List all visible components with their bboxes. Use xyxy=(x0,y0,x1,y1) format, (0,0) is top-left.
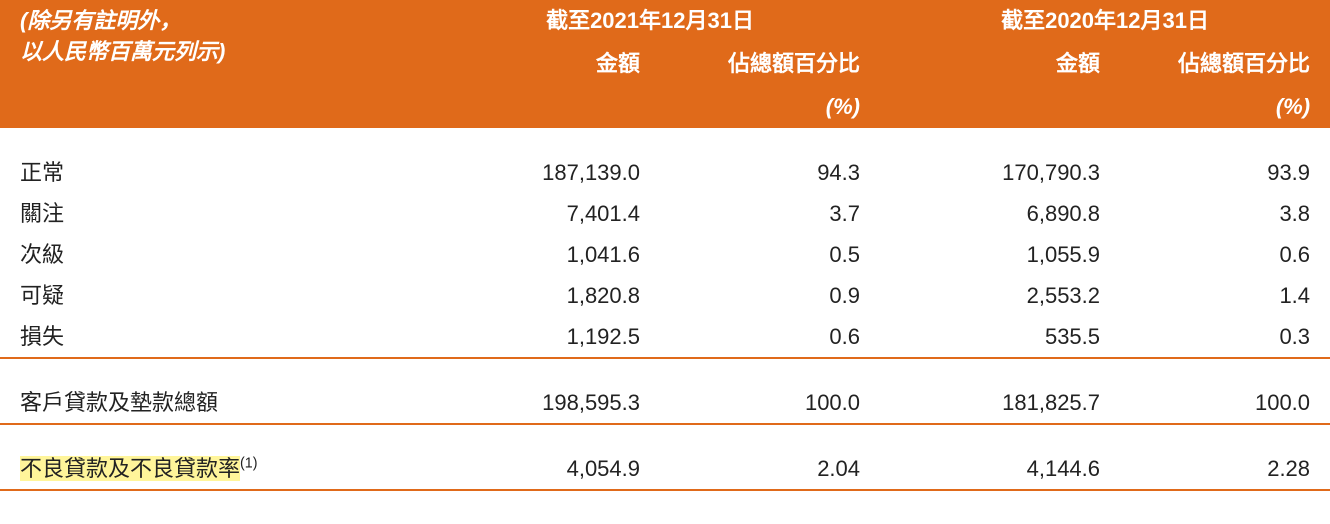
header-desc-line2: 以人民幣百萬元列示) xyxy=(20,39,225,64)
row-amount-2020: 6,890.8 xyxy=(880,193,1120,234)
row-pct-2020: 0.3 xyxy=(1120,316,1330,358)
row-pct-2021: 0.9 xyxy=(660,275,880,316)
table-header: (除另有註明外， 以人民幣百萬元列示) 截至2021年12月31日 截至2020… xyxy=(0,0,1330,128)
total-amount-2021: 198,595.3 xyxy=(420,382,660,424)
table-row: 關注 7,401.4 3.7 6,890.8 3.8 xyxy=(0,193,1330,234)
row-pct-2021: 0.6 xyxy=(660,316,880,358)
row-label: 可疑 xyxy=(0,275,420,316)
row-amount-2021: 1,041.6 xyxy=(420,234,660,275)
header-pct-unit-2021: (%) xyxy=(660,86,880,129)
row-label: 損失 xyxy=(0,316,420,358)
row-label: 次級 xyxy=(0,234,420,275)
row-pct-2020: 93.9 xyxy=(1120,152,1330,193)
header-period-2021: 截至2021年12月31日 xyxy=(420,0,880,43)
row-pct-2021: 3.7 xyxy=(660,193,880,234)
npl-label: 不良貸款及不良貸款率(1) xyxy=(0,448,420,490)
row-amount-2020: 2,553.2 xyxy=(880,275,1120,316)
header-pct-2020: 佔總額百分比 xyxy=(1120,43,1330,86)
row-amount-2021: 1,820.8 xyxy=(420,275,660,316)
total-pct-2020: 100.0 xyxy=(1120,382,1330,424)
row-pct-2021: 94.3 xyxy=(660,152,880,193)
npl-pct-2020: 2.28 xyxy=(1120,448,1330,490)
header-pct-2021: 佔總額百分比 xyxy=(660,43,880,86)
npl-label-text: 不良貸款及不良貸款率 xyxy=(20,456,240,481)
npl-amount-2021: 4,054.9 xyxy=(420,448,660,490)
row-pct-2020: 0.6 xyxy=(1120,234,1330,275)
row-amount-2020: 535.5 xyxy=(880,316,1120,358)
row-amount-2021: 187,139.0 xyxy=(420,152,660,193)
header-amount-2020: 金額 xyxy=(880,43,1120,86)
total-amount-2020: 181,825.7 xyxy=(880,382,1120,424)
table-row: 次級 1,041.6 0.5 1,055.9 0.6 xyxy=(0,234,1330,275)
header-desc-line1: (除另有註明外， xyxy=(20,8,181,33)
npl-pct-2021: 2.04 xyxy=(660,448,880,490)
total-pct-2021: 100.0 xyxy=(660,382,880,424)
row-amount-2021: 7,401.4 xyxy=(420,193,660,234)
row-amount-2020: 1,055.9 xyxy=(880,234,1120,275)
table-row: 可疑 1,820.8 0.9 2,553.2 1.4 xyxy=(0,275,1330,316)
row-amount-2021: 1,192.5 xyxy=(420,316,660,358)
header-pct-unit-2020: (%) xyxy=(1120,86,1330,129)
row-pct-2020: 3.8 xyxy=(1120,193,1330,234)
npl-row: 不良貸款及不良貸款率(1) 4,054.9 2.04 4,144.6 2.28 xyxy=(0,448,1330,490)
loan-classification-table: (除另有註明外， 以人民幣百萬元列示) 截至2021年12月31日 截至2020… xyxy=(0,0,1330,491)
header-description: (除另有註明外， 以人民幣百萬元列示) xyxy=(0,0,420,128)
row-pct-2020: 1.4 xyxy=(1120,275,1330,316)
npl-amount-2020: 4,144.6 xyxy=(880,448,1120,490)
table-row: 損失 1,192.5 0.6 535.5 0.3 xyxy=(0,316,1330,358)
header-period-2020: 截至2020年12月31日 xyxy=(880,0,1330,43)
row-pct-2021: 0.5 xyxy=(660,234,880,275)
total-row: 客戶貸款及墊款總額 198,595.3 100.0 181,825.7 100.… xyxy=(0,382,1330,424)
row-amount-2020: 170,790.3 xyxy=(880,152,1120,193)
row-label: 正常 xyxy=(0,152,420,193)
row-label: 關注 xyxy=(0,193,420,234)
header-amount-2021: 金額 xyxy=(420,43,660,86)
npl-footnote-marker: (1) xyxy=(240,456,257,472)
total-label: 客戶貸款及墊款總額 xyxy=(0,382,420,424)
table-row: 正常 187,139.0 94.3 170,790.3 93.9 xyxy=(0,152,1330,193)
